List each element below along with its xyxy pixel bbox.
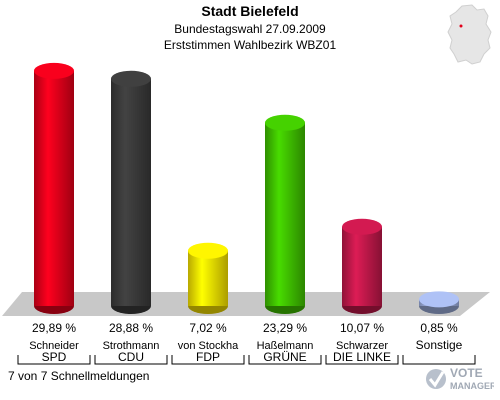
value-label: 7,02 % [189,321,227,335]
candidate-label: Schneider [29,340,79,352]
bar-body [34,70,74,307]
chart-subtitle: Bundestagswahl 27.09.2009 [174,22,326,36]
bar-cdu [111,70,151,314]
logo-text-bottom: MANAGER [450,381,494,391]
label-bracket [325,355,399,365]
label-bracket [94,355,168,365]
bar-top [265,114,305,131]
value-label: 28,88 % [109,321,153,335]
logo-text-top: VOTE [450,366,483,380]
bar-top [111,70,151,87]
label-bracket [248,355,322,365]
bar-die-linke [342,218,382,314]
bar-sonstige [419,291,459,314]
candidate-label: Strothmann [103,340,160,352]
party-label: CDU [118,350,144,364]
candidate-label: von Stockha [178,340,239,352]
chart-title: Stadt Bielefeld [201,3,299,19]
bar-fdp [188,242,228,314]
chart-subtitle-district: Erststimmen Wahlbezirk WBZ01 [163,38,337,52]
party-label: GRÜNE [263,350,306,364]
votemanager-logo: VOTE MANAGER [426,366,494,391]
value-label: 10,07 % [340,321,384,335]
value-label: 0,85 % [420,321,458,335]
label-bracket [17,355,91,365]
status-text: 7 von 7 Schnellmeldungen [8,369,150,383]
party-label: Sonstige [416,338,463,352]
bar-top [188,242,228,259]
chart-floor [2,292,490,316]
germany-map-icon [447,4,492,65]
bar-body [111,78,151,306]
candidate-label: Haßelmann [257,340,314,352]
bar-top [342,218,382,235]
candidate-label: Schwarzer [336,340,388,352]
bar-spd [34,62,74,314]
party-label: SPD [42,350,67,364]
bar-top [419,291,459,308]
bar-body [342,226,382,306]
bar-body [188,250,228,306]
bar-body [265,122,305,306]
label-bracket [171,355,245,365]
party-label: DIE LINKE [333,350,391,364]
value-label: 23,29 % [263,321,307,335]
bar-grüne [265,114,305,314]
party-label: FDP [196,350,220,364]
bar-top [34,62,74,79]
label-bracket [402,355,476,365]
bars-group [34,62,459,314]
value-label: 29,89 % [32,321,76,335]
